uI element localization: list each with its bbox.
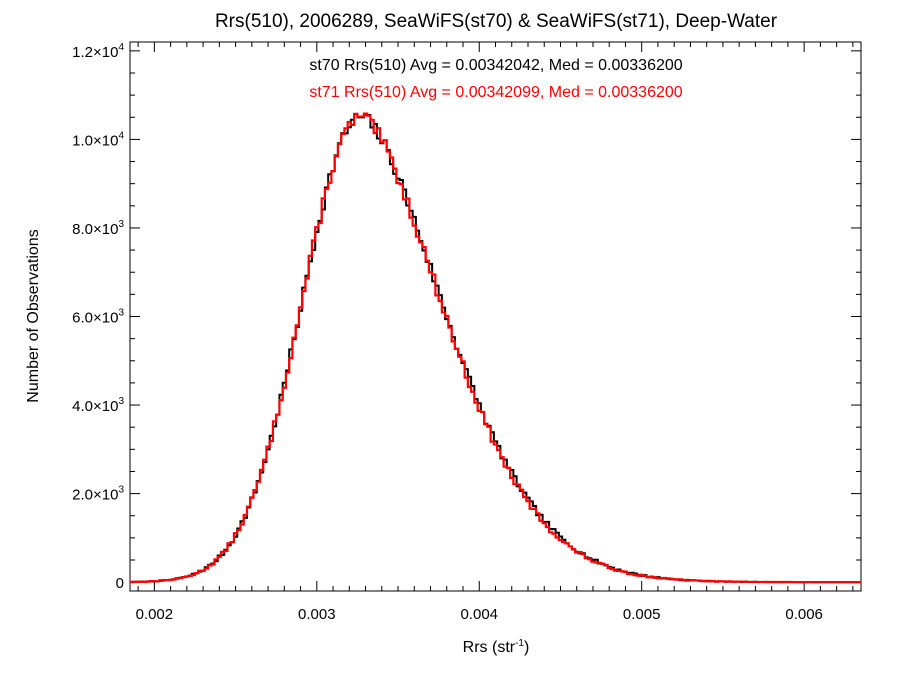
x-axis-label: Rrs (str-1) bbox=[463, 638, 530, 656]
y-tick-label: 2.0×103 bbox=[72, 485, 124, 504]
y-tick-mantissa: 2.0×10 bbox=[72, 487, 118, 504]
series-layer bbox=[130, 112, 861, 584]
y-axis: 02.0×1034.0×1036.0×1038.0×1031.0×1041.2×… bbox=[72, 42, 861, 592]
y-tick-exponent: 3 bbox=[118, 396, 124, 407]
chart-title: Rrs(510), 2006289, SeaWiFS(st70) & SeaWi… bbox=[215, 11, 778, 32]
y-tick-mantissa: 0 bbox=[116, 575, 124, 592]
x-tick-label: 0.002 bbox=[136, 606, 174, 623]
plot-frame bbox=[129, 41, 862, 592]
y-axis-label: Number of Observations bbox=[25, 229, 42, 402]
y-tick-mantissa: 1.2×10 bbox=[72, 44, 118, 61]
y-tick-label: 4.0×103 bbox=[72, 396, 124, 415]
x-axis-label-suffix: ) bbox=[524, 639, 529, 656]
y-tick-mantissa: 1.0×10 bbox=[72, 132, 118, 149]
x-tick-label: 0.005 bbox=[623, 606, 661, 623]
y-tick-mantissa: 6.0×10 bbox=[72, 310, 118, 327]
y-tick-label: 1.0×104 bbox=[72, 130, 124, 149]
x-axis-label-text: Rrs (str bbox=[463, 639, 516, 656]
series-line-st71 bbox=[130, 112, 861, 584]
series-line-st70 bbox=[130, 113, 861, 584]
x-axis-label-superscript: -1 bbox=[515, 638, 524, 649]
y-tick-label: 6.0×103 bbox=[72, 308, 124, 327]
y-tick-exponent: 4 bbox=[118, 130, 124, 141]
x-tick-label: 0.004 bbox=[460, 606, 498, 623]
y-tick-exponent: 3 bbox=[118, 308, 124, 319]
plot-area bbox=[129, 41, 862, 592]
y-tick-label: 0 bbox=[116, 575, 124, 592]
y-tick-exponent: 4 bbox=[118, 42, 124, 53]
y-tick-exponent: 3 bbox=[118, 219, 124, 230]
y-tick-mantissa: 4.0×10 bbox=[72, 398, 118, 415]
y-tick-mantissa: 8.0×10 bbox=[72, 221, 118, 238]
annotation-st70: st70 Rrs(510) Avg = 0.00342042, Med = 0.… bbox=[309, 57, 682, 74]
y-tick-label: 1.2×104 bbox=[72, 42, 124, 61]
x-tick-label: 0.003 bbox=[298, 606, 336, 623]
y-tick-exponent: 3 bbox=[118, 485, 124, 496]
x-axis: 0.002 0.003 0.004 0.005 0.006 bbox=[136, 42, 854, 623]
x-tick-label: 0.006 bbox=[785, 606, 823, 623]
annotation-st71: st71 Rrs(510) Avg = 0.00342099, Med = 0.… bbox=[309, 84, 682, 101]
y-tick-label: 8.0×103 bbox=[72, 219, 124, 238]
